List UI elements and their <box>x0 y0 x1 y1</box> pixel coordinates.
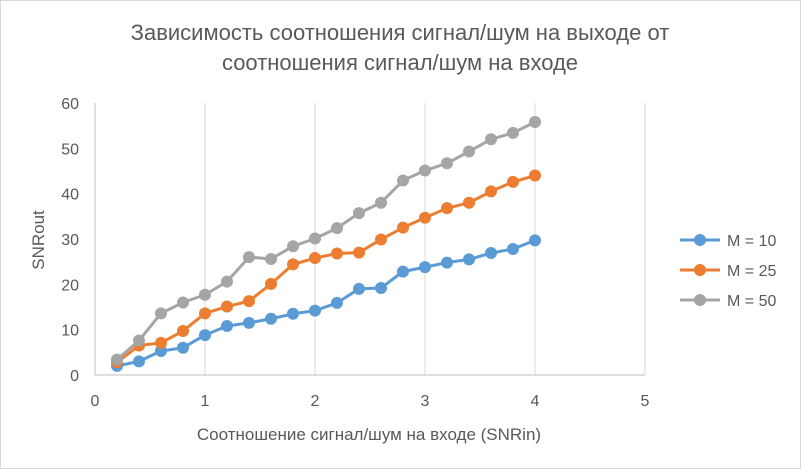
data-point <box>177 325 189 338</box>
y-tick-label: 30 <box>61 232 79 249</box>
data-point <box>353 207 365 220</box>
y-tick-labels: 0 10 20 30 40 50 60 <box>61 96 79 385</box>
legend-item: M = 10 <box>680 233 776 250</box>
data-point <box>463 145 475 158</box>
data-point <box>111 353 123 366</box>
data-point <box>331 296 343 309</box>
data-point <box>441 256 453 269</box>
data-point <box>243 295 255 308</box>
data-point <box>287 307 299 320</box>
data-point <box>507 126 519 139</box>
data-point <box>287 258 299 271</box>
data-point <box>221 320 233 333</box>
data-point <box>199 329 211 342</box>
y-axis-title: SNRout <box>29 210 48 270</box>
data-point <box>353 282 365 295</box>
y-tick-label: 50 <box>61 141 79 158</box>
data-point <box>177 296 189 309</box>
legend: M = 10 M = 25 M = 50 <box>680 233 776 310</box>
data-point <box>529 116 541 129</box>
data-point <box>331 247 343 260</box>
x-tick-label: 1 <box>201 393 210 410</box>
data-point <box>419 164 431 177</box>
data-point <box>397 221 409 234</box>
chart-title-line-2: соотношения сигнал/шум на входе <box>222 50 578 75</box>
data-point <box>265 277 277 290</box>
series-3 <box>111 116 541 366</box>
data-point <box>485 133 497 146</box>
data-point <box>463 196 475 209</box>
data-point <box>419 211 431 224</box>
data-point <box>177 341 189 354</box>
data-point <box>221 300 233 313</box>
chart-title: Зависимость соотношения сигнал/шум на вы… <box>131 20 670 75</box>
chart-title-line-1: Зависимость соотношения сигнал/шум на вы… <box>131 20 670 45</box>
legend-item: M = 50 <box>680 293 776 310</box>
data-point <box>507 242 519 255</box>
axes <box>94 103 645 376</box>
data-point <box>243 251 255 264</box>
data-point <box>419 261 431 274</box>
x-tick-label: 2 <box>311 393 320 410</box>
legend-label: M = 25 <box>727 263 776 280</box>
x-tick-label: 4 <box>531 393 540 410</box>
data-point <box>441 157 453 170</box>
y-tick-label: 20 <box>61 277 79 294</box>
series-line <box>116 120 536 361</box>
data-point <box>463 253 475 266</box>
y-tick-label: 60 <box>61 96 79 113</box>
x-axis-title: Соотношение сигнал/шум на входе (SNRin) <box>197 425 541 444</box>
gridlines <box>204 103 646 375</box>
legend-label: M = 10 <box>727 233 776 250</box>
legend-swatch-marker <box>694 234 706 246</box>
data-point <box>397 174 409 187</box>
data-point <box>265 252 277 265</box>
x-tick-label: 3 <box>421 393 430 410</box>
x-tick-label: 5 <box>641 393 650 410</box>
data-point <box>331 222 343 235</box>
data-point <box>287 240 299 253</box>
data-point <box>507 175 519 188</box>
data-point <box>397 265 409 278</box>
y-tick-label: 10 <box>61 323 79 340</box>
data-point <box>309 304 321 317</box>
data-point <box>529 169 541 182</box>
data-point <box>441 202 453 215</box>
data-point <box>485 185 497 198</box>
legend-label: M = 50 <box>727 293 776 310</box>
data-point <box>155 307 167 320</box>
series-2 <box>111 169 541 369</box>
data-point <box>133 355 145 368</box>
data-point <box>375 233 387 246</box>
data-point <box>309 232 321 245</box>
data-point <box>199 307 211 320</box>
data-point <box>221 275 233 288</box>
x-tick-labels: 0 1 2 3 4 5 <box>91 393 650 410</box>
data-point <box>243 316 255 329</box>
legend-item: M = 25 <box>680 263 776 280</box>
data-point <box>155 336 167 349</box>
data-point <box>375 281 387 294</box>
legend-swatch-marker <box>694 264 706 276</box>
data-point <box>375 196 387 209</box>
data-point <box>353 246 365 259</box>
series-group <box>111 116 541 372</box>
data-point <box>485 247 497 260</box>
data-point <box>265 312 277 325</box>
y-tick-label: 0 <box>70 368 79 385</box>
data-point <box>309 252 321 265</box>
legend-swatch-marker <box>694 294 706 306</box>
data-point <box>133 334 145 347</box>
data-point <box>529 234 541 247</box>
x-tick-label: 0 <box>91 393 100 410</box>
data-point <box>199 288 211 301</box>
y-tick-label: 40 <box>61 187 79 204</box>
